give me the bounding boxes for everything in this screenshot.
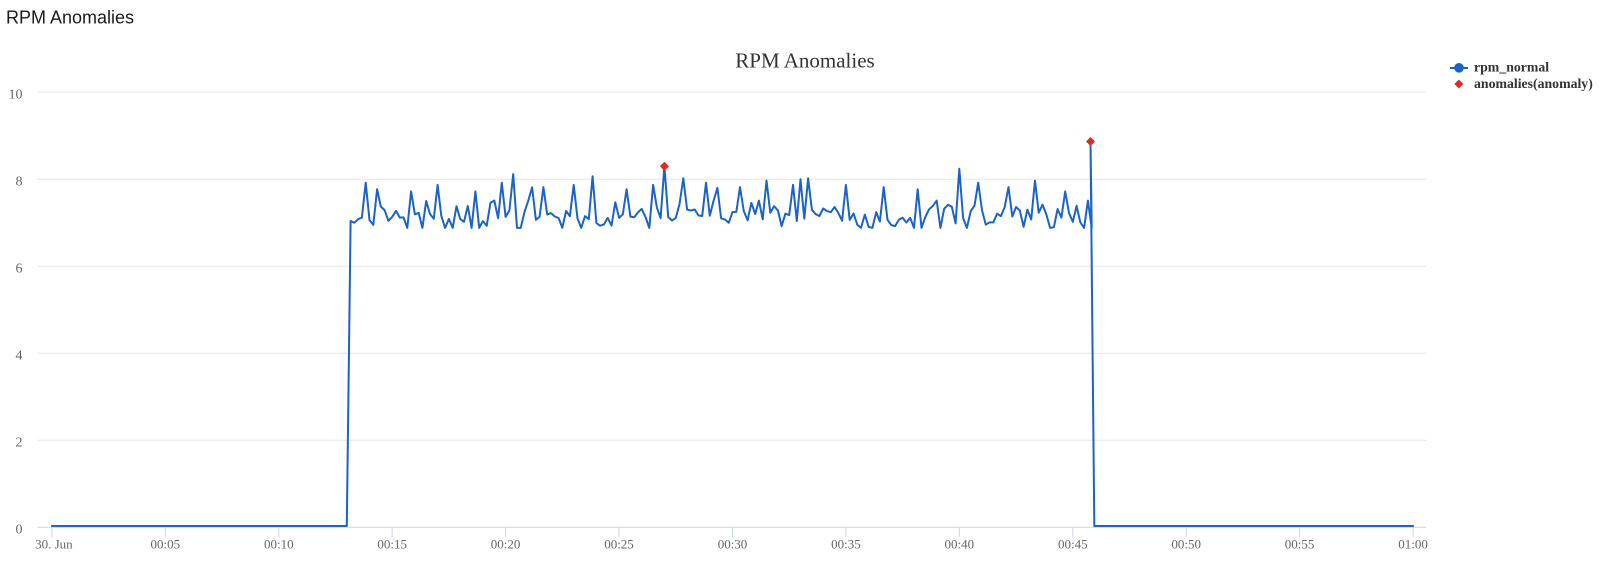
svg-text:00:05: 00:05: [150, 537, 180, 552]
svg-text:4: 4: [16, 349, 23, 364]
svg-text:00:40: 00:40: [944, 537, 974, 552]
svg-text:00:45: 00:45: [1058, 537, 1088, 552]
svg-text:30. Jun: 30. Jun: [35, 537, 73, 552]
svg-text:00:30: 00:30: [718, 537, 748, 552]
svg-text:00:35: 00:35: [831, 537, 861, 552]
svg-text:6: 6: [16, 262, 23, 277]
svg-text:RPM Anomalies: RPM Anomalies: [735, 49, 874, 73]
svg-text:00:20: 00:20: [491, 537, 521, 552]
svg-text:00:10: 00:10: [264, 537, 294, 552]
svg-text:00:55: 00:55: [1285, 537, 1315, 552]
svg-text:8: 8: [16, 175, 23, 190]
svg-text:anomalies(anomaly): anomalies(anomaly): [1474, 76, 1593, 92]
svg-text:10: 10: [9, 88, 23, 103]
svg-text:00:25: 00:25: [604, 537, 634, 552]
svg-text:2: 2: [16, 436, 23, 451]
svg-text:rpm_normal: rpm_normal: [1474, 60, 1549, 75]
svg-text:0: 0: [16, 523, 23, 538]
svg-text:RPM Anomalies: RPM Anomalies: [6, 8, 134, 28]
svg-text:00:50: 00:50: [1171, 537, 1201, 552]
svg-text:00:15: 00:15: [377, 537, 407, 552]
svg-text:01:00: 01:00: [1398, 537, 1428, 552]
